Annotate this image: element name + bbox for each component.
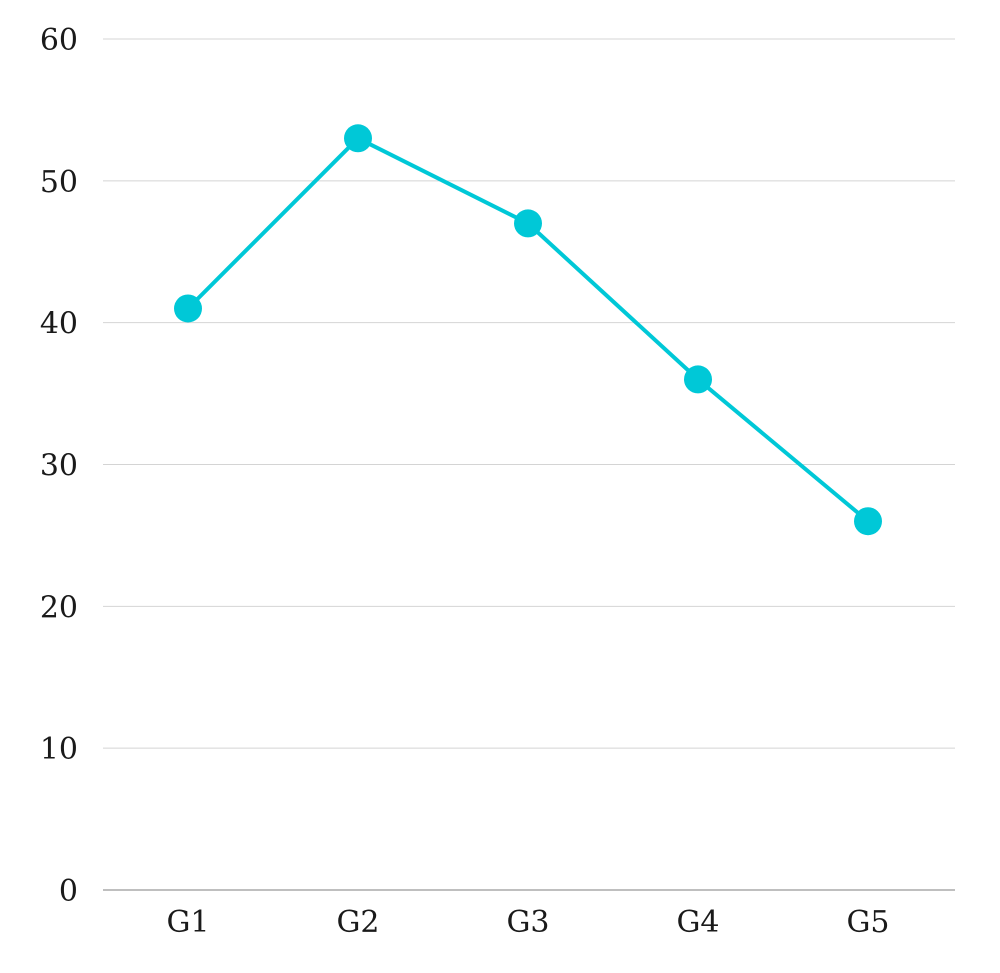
x-tick-label: G1	[166, 905, 209, 940]
y-tick-label: 10	[40, 732, 78, 767]
y-tick-label: 20	[40, 590, 78, 625]
x-tick-label: G5	[846, 905, 889, 940]
x-tick-label: G4	[676, 905, 719, 940]
data-point	[174, 294, 202, 323]
y-tick-label: 60	[40, 23, 78, 58]
y-tick-label: 40	[40, 307, 78, 342]
y-axis-ticks: 0 10 20 30 40 50 60	[40, 23, 78, 909]
series-line	[186, 136, 870, 524]
x-tick-label: G3	[506, 905, 549, 940]
data-point	[854, 507, 882, 536]
x-axis-ticks: G1 G2 G3 G4 G5	[166, 905, 889, 940]
y-tick-label: 0	[59, 874, 78, 909]
series-layer	[174, 124, 882, 536]
gridlines	[103, 38, 955, 891]
data-point	[684, 365, 712, 394]
y-tick-label: 30	[40, 449, 78, 484]
data-point	[514, 209, 542, 238]
y-tick-label: 50	[40, 165, 78, 200]
data-point	[344, 124, 372, 153]
x-tick-label: G2	[336, 905, 379, 940]
